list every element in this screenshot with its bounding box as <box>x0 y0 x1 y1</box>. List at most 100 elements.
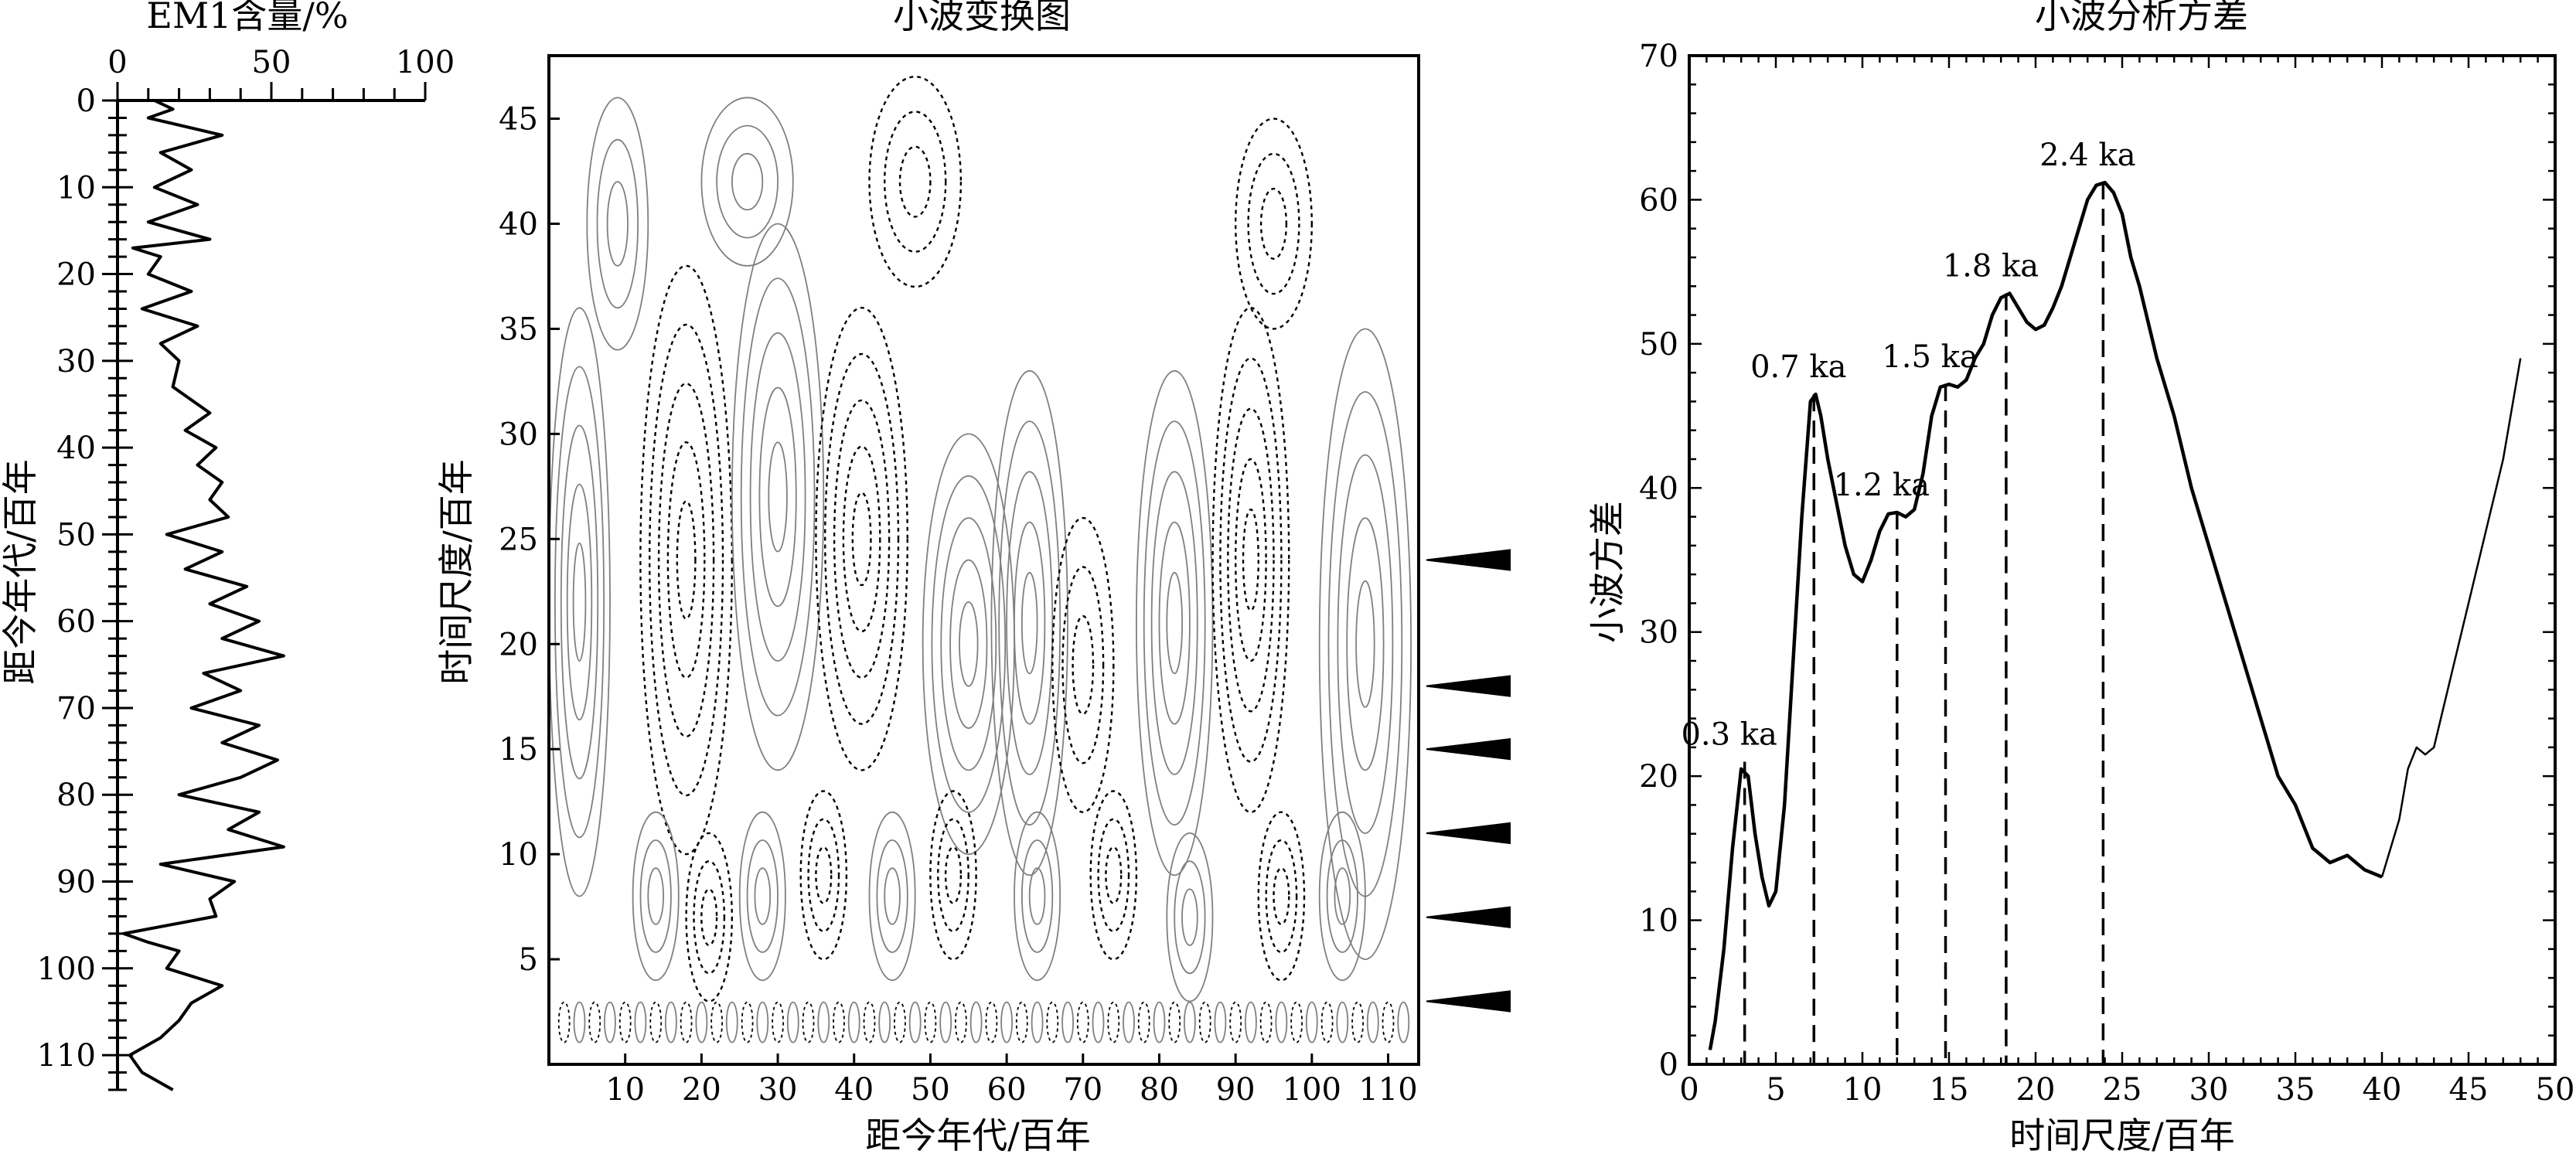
positive-contour <box>940 517 997 771</box>
small-scale-contour <box>1259 1001 1273 1043</box>
positive-contour <box>1021 839 1054 953</box>
small-scale-contour <box>1336 1001 1349 1043</box>
variance-y-tick-label: 40 <box>1639 471 1678 506</box>
negative-contour <box>1097 818 1130 933</box>
em1-y-tick-label: 0 <box>77 83 96 119</box>
negative-contour <box>1219 357 1283 763</box>
em1-y-tick-label: 90 <box>56 865 96 900</box>
wavelet-y-tick-label: 25 <box>499 522 538 557</box>
positive-contour <box>1355 580 1375 708</box>
positive-contour <box>740 277 816 717</box>
wavelet-plot-frame <box>547 54 1420 1066</box>
wavelet-x-tick-label: 20 <box>682 1072 721 1108</box>
small-scale-contour <box>924 1001 937 1043</box>
small-scale-contour <box>863 1001 876 1043</box>
variance-x-tick-label: 15 <box>1930 1072 1969 1108</box>
wavelet-x-tick-label: 90 <box>1216 1072 1256 1108</box>
positive-contour <box>731 152 764 211</box>
small-scale-contour <box>1275 1001 1288 1043</box>
positive-contour <box>560 424 599 780</box>
wavelet-panel-title: 小波变换图 <box>893 0 1071 36</box>
wavelet-y-tick-label: 45 <box>499 102 538 138</box>
small-scale-contour <box>985 1001 998 1043</box>
negative-contour <box>1227 407 1275 713</box>
small-scale-contour <box>1046 1001 1059 1043</box>
positive-contour <box>1158 521 1191 725</box>
variance-x-tick-label: 25 <box>2103 1072 2142 1108</box>
small-scale-contour <box>741 1001 754 1043</box>
scale-marker-triangle <box>1426 990 1511 1013</box>
negative-contour <box>639 264 733 856</box>
small-scale-contour <box>1061 1001 1074 1043</box>
em1-x-tick-label: 100 <box>396 45 455 80</box>
wavelet-x-axis-label: 距今年代/百年 <box>865 1115 1091 1154</box>
small-scale-contour <box>772 1001 784 1043</box>
wavelet-x-tick-label: 30 <box>758 1072 798 1108</box>
small-scale-contour <box>1320 1001 1334 1043</box>
positive-contour <box>754 867 772 925</box>
variance-tick-labels: 0 5 10 15 20 25 30 35 40 45 50 0 10 20 30 40 50 60 70 <box>1639 39 2574 1108</box>
em1-x-tick-label: 0 <box>107 45 127 80</box>
peak-label: 0.3 ka <box>1681 717 1777 753</box>
variance-x-tick-label: 50 <box>2536 1072 2575 1108</box>
positive-contour <box>1174 860 1206 975</box>
negative-contour <box>883 111 947 253</box>
wavelet-y-tick-label: 20 <box>499 627 538 662</box>
negative-contour <box>833 399 891 679</box>
negative-contour <box>815 306 909 771</box>
negative-contour <box>929 790 977 961</box>
positive-contour <box>931 475 1007 813</box>
negative-contour <box>1265 839 1298 954</box>
small-scale-contour <box>939 1001 952 1043</box>
positive-contour <box>949 559 988 730</box>
em1-series <box>122 99 285 1091</box>
negative-contour <box>648 323 724 797</box>
wavelet-y-tick-label: 40 <box>499 207 538 243</box>
em1-content-panel: EM1含量/% 距今年代/百年 0 50 100 0 10 20 30 40 50 60 70 80 9… <box>0 0 455 1091</box>
wavelet-scale-markers <box>1426 549 1511 1013</box>
positive-contour <box>758 386 797 608</box>
scale-marker-triangle <box>1426 549 1511 571</box>
small-scale-contour <box>756 1001 769 1043</box>
variance-x-tick-label: 0 <box>1679 1072 1699 1108</box>
em1-y-tick-label: 60 <box>56 604 96 640</box>
small-scale-contour <box>710 1001 723 1043</box>
positive-contour <box>1166 832 1214 1003</box>
variance-y-tick-label: 50 <box>1639 327 1678 363</box>
small-scale-contour <box>833 1001 845 1043</box>
negative-contour <box>944 846 963 904</box>
positive-contour <box>606 181 629 267</box>
negative-contour <box>1089 790 1138 961</box>
small-scale-contour <box>695 1001 708 1043</box>
negative-contour <box>666 441 706 679</box>
negative-contour <box>1257 811 1306 982</box>
positive-contour <box>1021 571 1038 675</box>
small-scale-contour <box>1382 1001 1395 1043</box>
scale-marker-triangle <box>1426 822 1511 845</box>
wavelet-transform-panel: 小波变换图 距今年代/百年 时间尺度/百年 10 20 30 40 50 60 70 80 90… <box>435 0 1511 1154</box>
negative-contour <box>799 790 848 961</box>
negative-contour <box>1211 307 1290 813</box>
small-scale-contour <box>1015 1001 1028 1043</box>
peak-label: 1.2 ka <box>1834 468 1930 503</box>
negative-contour <box>1051 516 1115 813</box>
variance-y-axis-label: 小波方差 <box>1586 501 1628 643</box>
em1-y-tick-label: 110 <box>37 1038 96 1074</box>
small-scale-contour <box>1305 1001 1318 1043</box>
variance-series <box>1708 180 2522 1050</box>
positive-contour <box>1014 521 1046 725</box>
positive-contour <box>998 420 1061 826</box>
positive-contour <box>716 124 779 239</box>
small-scale-contour <box>573 1001 586 1043</box>
em1-y-tick-label: 70 <box>56 691 96 727</box>
small-scale-contour <box>1229 1001 1242 1043</box>
positive-contour <box>738 811 786 982</box>
negative-contour <box>1105 846 1123 904</box>
wavelet-tick-labels: 10 20 30 40 50 60 70 80 90 100 110 5 10 15 20 25 30 35 40 4… <box>499 102 1418 1108</box>
small-scale-contour <box>588 1001 601 1043</box>
small-scale-contour <box>802 1001 815 1043</box>
small-scale-contour <box>680 1001 693 1043</box>
small-scale-contour <box>847 1001 860 1043</box>
small-scale-contour <box>1198 1001 1211 1043</box>
